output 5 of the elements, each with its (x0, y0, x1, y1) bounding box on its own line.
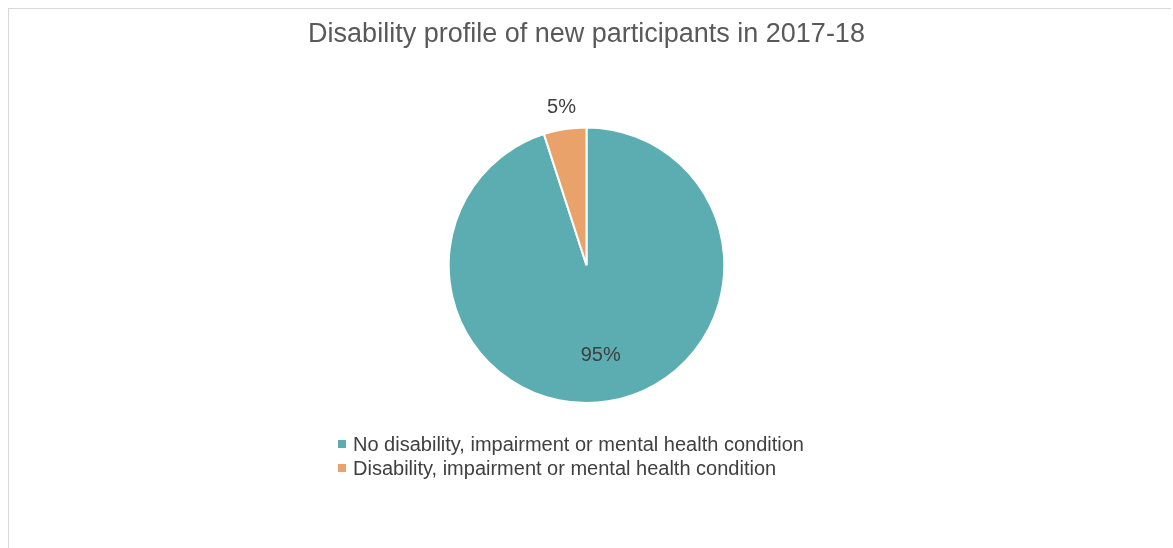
data-label: 5% (547, 94, 577, 117)
legend-label: No disability, impairment or mental health condition (353, 433, 804, 455)
data-label: 95% (580, 342, 621, 365)
chart-title: Disability profile of new participants in 2017-18 (308, 17, 865, 48)
legend-label: Disability, impairment or mental health condition (353, 457, 777, 479)
